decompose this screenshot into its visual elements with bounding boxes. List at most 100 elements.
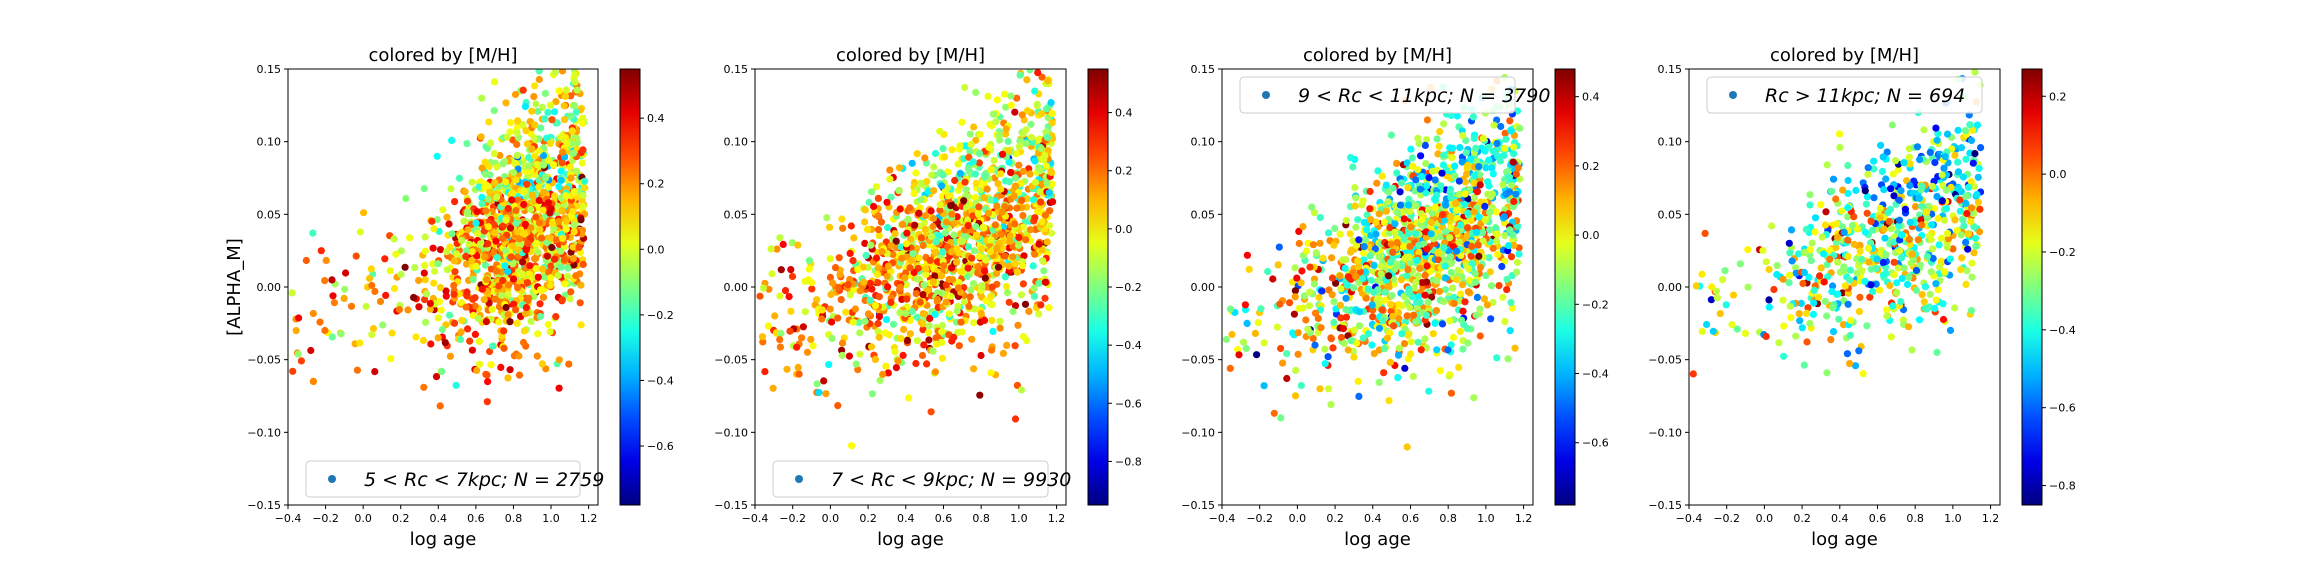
data-point [541, 115, 549, 123]
data-point [1441, 286, 1449, 294]
data-point [1414, 338, 1422, 346]
data-point [1023, 337, 1031, 345]
data-point [1439, 161, 1447, 169]
data-point [1471, 278, 1480, 286]
data-point [932, 238, 940, 246]
data-point [868, 390, 877, 398]
data-point [533, 352, 541, 360]
data-point [1025, 307, 1033, 315]
data-point [401, 263, 409, 271]
data-point [1850, 240, 1858, 248]
data-point [1040, 267, 1048, 275]
data-point [1501, 129, 1509, 137]
data-point [965, 153, 973, 161]
data-point [1709, 327, 1717, 335]
data-point [903, 336, 912, 344]
data-point [1775, 339, 1783, 347]
data-point [882, 316, 891, 324]
data-point [801, 308, 809, 316]
data-point [892, 364, 901, 372]
data-point [874, 319, 882, 328]
data-point [923, 360, 931, 368]
data-point [1804, 304, 1812, 312]
data-point [573, 167, 581, 175]
data-point [1037, 145, 1045, 153]
data-point [577, 321, 585, 329]
data-point [1044, 77, 1052, 85]
y-tick-label: −0.05 [1181, 354, 1215, 367]
data-point [1400, 215, 1408, 223]
data-point [1796, 317, 1804, 325]
data-point [1400, 292, 1408, 300]
data-point [1373, 179, 1381, 187]
data-point [1015, 143, 1023, 151]
data-point [1020, 252, 1028, 260]
data-point [1434, 150, 1442, 158]
data-point [1828, 288, 1836, 296]
data-point [1479, 237, 1487, 245]
data-point [829, 279, 837, 287]
data-point [1431, 195, 1439, 203]
data-point [1499, 293, 1507, 301]
data-point [826, 223, 834, 231]
data-point [969, 158, 977, 166]
data-point [970, 365, 978, 373]
data-point [520, 200, 528, 209]
data-point [1486, 268, 1494, 276]
data-point [307, 346, 315, 355]
data-point [953, 258, 961, 266]
data-point [923, 177, 931, 185]
data-point [839, 224, 847, 232]
data-point [450, 257, 458, 265]
data-point [921, 225, 929, 233]
data-point [504, 204, 512, 213]
data-point [1901, 205, 1909, 213]
data-point [958, 237, 967, 245]
data-point [552, 313, 560, 321]
colorbar-tick-label: 0.2 [1115, 165, 1133, 178]
data-point [972, 136, 980, 144]
data-point [1719, 276, 1727, 284]
x-tick-label: 1.0 [1477, 512, 1495, 525]
data-point [1440, 297, 1448, 306]
colorbar-tick-label: −0.2 [1582, 298, 1609, 311]
data-point [1805, 273, 1813, 281]
data-point [1009, 307, 1017, 316]
data-point [1329, 344, 1337, 352]
data-point [1379, 317, 1387, 325]
data-point [1806, 319, 1814, 327]
data-point [924, 286, 932, 295]
data-point [993, 244, 1001, 252]
data-point [1354, 262, 1363, 271]
data-point [446, 352, 454, 360]
data-point [846, 249, 854, 257]
data-point [997, 170, 1005, 178]
data-point [1360, 218, 1368, 226]
data-point [826, 273, 835, 281]
data-point [813, 380, 821, 388]
data-point [871, 302, 880, 310]
data-point [1840, 228, 1848, 236]
data-point [1364, 285, 1372, 293]
data-point [539, 152, 548, 160]
data-point [927, 232, 936, 240]
data-point [1689, 370, 1697, 378]
data-point [1470, 394, 1478, 402]
data-point [1808, 239, 1816, 247]
data-point [1888, 121, 1896, 129]
data-point [532, 213, 540, 221]
data-point [450, 281, 458, 290]
data-point [406, 234, 414, 242]
data-point [316, 318, 324, 326]
data-point [1347, 337, 1355, 345]
data-point [945, 275, 953, 284]
data-point [447, 185, 455, 193]
data-point [970, 123, 978, 131]
data-point [353, 366, 361, 374]
data-point [1931, 158, 1939, 167]
data-point [445, 220, 453, 228]
data-point [1027, 133, 1035, 141]
data-point [1342, 305, 1350, 314]
data-point [532, 265, 540, 273]
data-point [1773, 270, 1781, 279]
